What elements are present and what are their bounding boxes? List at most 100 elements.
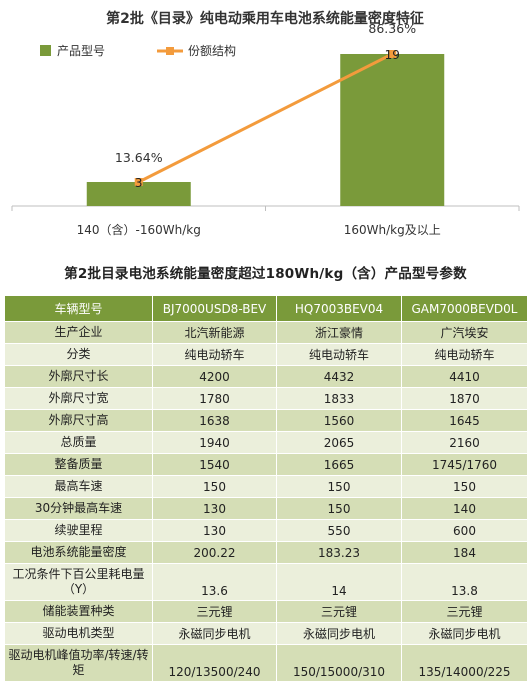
row-label: 储能装置种类 (4, 600, 153, 623)
row-label: 驱动电机峰值功率/转速/转矩 (4, 644, 153, 682)
table-row: 外廓尺寸宽 1780 1833 1870 (4, 387, 528, 410)
row-label: 30分钟最高车速 (4, 497, 153, 520)
table-header-row: 车辆型号 BJ7000USD8-BEV HQ7003BEV04 GAM7000B… (4, 295, 528, 322)
share-line (138, 52, 393, 184)
table-row: 续驶里程 130 550 600 (4, 519, 528, 542)
table-cell: 4432 (276, 365, 402, 388)
table-cell: 1833 (276, 387, 402, 410)
table-cell: 1540 (152, 453, 277, 476)
table-cell: 150/15000/310 (276, 644, 402, 682)
table-row: 整备质量 1540 1665 1745/1760 (4, 453, 528, 476)
parameter-table: 车辆型号 BJ7000USD8-BEV HQ7003BEV04 GAM7000B… (4, 295, 528, 682)
table-cell: 永磁同步电机 (401, 622, 528, 645)
table-cell: 纯电动轿车 (276, 343, 402, 366)
table-row: 生产企业 北汽新能源 浙江豪情 广汽埃安 (4, 321, 528, 344)
table-cell: 三元锂 (152, 600, 277, 623)
table-cell: 1638 (152, 409, 277, 432)
table-cell: 150 (276, 475, 402, 498)
legend-bar-swatch (40, 45, 51, 56)
table-cell: 北汽新能源 (152, 321, 277, 344)
table-cell: 150 (276, 497, 402, 520)
table-row: 工况条件下百公里耗电量（Y） 13.6 14 13.8 (4, 563, 528, 601)
table-cell: 13.8 (401, 563, 528, 601)
header-cell: HQ7003BEV04 (276, 295, 402, 322)
bar-data-label: 3 (135, 176, 143, 190)
share-marker (134, 178, 143, 186)
table-row: 分类 纯电动轿车 纯电动轿车 纯电动轿车 (4, 343, 528, 366)
row-label: 电池系统能量密度 (4, 541, 153, 564)
table-row: 储能装置种类 三元锂 三元锂 三元锂 (4, 600, 528, 623)
table-cell: 1780 (152, 387, 277, 410)
table-cell: 1560 (276, 409, 402, 432)
header-cell: 车辆型号 (4, 295, 153, 322)
table-row: 外廓尺寸高 1638 1560 1645 (4, 409, 528, 432)
energy-density-chart: 第2批《目录》纯电动乘用车电池系统能量密度特征 3 19 13.64% 86.36% 14… (0, 0, 531, 250)
table-cell: 2160 (401, 431, 528, 454)
table-cell: 三元锂 (401, 600, 528, 623)
bar-data-label: 19 (385, 48, 400, 62)
table-cell: 130 (152, 497, 277, 520)
table-cell: 600 (401, 519, 528, 542)
chart-canvas: 第2批《目录》纯电动乘用车电池系统能量密度特征 3 19 13.64% 86.36% 14… (11, 10, 520, 237)
chart-title: 第2批《目录》纯电动乘用车电池系统能量密度特征 (106, 10, 424, 27)
row-label: 生产企业 (4, 321, 153, 344)
table-cell: 150 (152, 475, 277, 498)
table-cell: 135/14000/225 (401, 644, 528, 682)
row-label: 续驶里程 (4, 519, 153, 542)
table-cell: 130 (152, 519, 277, 542)
table-cell: 183.23 (276, 541, 402, 564)
share-data-label: 86.36% (368, 21, 416, 36)
table-cell: 140 (401, 497, 528, 520)
table-title: 第2批目录电池系统能量密度超过180Wh/kg（含）产品型号参数 (64, 266, 467, 282)
table-row: 电池系统能量密度 200.22 183.23 184 (4, 541, 528, 564)
x-tick-label: 140（含）-160Wh/kg (77, 222, 201, 237)
legend-line-label: 份额结构 (188, 43, 236, 58)
table-row: 总质量 1940 2065 2160 (4, 431, 528, 454)
table-cell: 浙江豪情 (276, 321, 402, 344)
legend-line-marker (166, 47, 174, 55)
table-body: 生产企业 北汽新能源 浙江豪情 广汽埃安 分类 纯电动轿车 纯电动轿车 纯电动轿车 外廓尺寸长 4… (4, 321, 528, 682)
header-cell: GAM7000BEVD0L (401, 295, 528, 322)
legend-bar-label: 产品型号 (57, 44, 105, 58)
share-marker (388, 50, 397, 58)
row-label: 最高车速 (4, 475, 153, 498)
table-cell: 纯电动轿车 (152, 343, 277, 366)
header-cell: BJ7000USD8-BEV (152, 295, 277, 322)
table-row: 驱动电机类型 永磁同步电机 永磁同步电机 永磁同步电机 (4, 622, 528, 645)
table-cell: 120/13500/240 (152, 644, 277, 682)
row-label: 整备质量 (4, 453, 153, 476)
row-label: 外廓尺寸宽 (4, 387, 153, 410)
row-label: 驱动电机类型 (4, 622, 153, 645)
table-cell: 14 (276, 563, 402, 601)
row-label: 外廓尺寸高 (4, 409, 153, 432)
row-label: 外廓尺寸长 (4, 365, 153, 388)
table-cell: 4410 (401, 365, 528, 388)
table-cell: 4200 (152, 365, 277, 388)
share-data-label: 13.64% (115, 150, 163, 165)
table-cell: 1665 (276, 453, 402, 476)
table-cell: 1870 (401, 387, 528, 410)
table-row: 30分钟最高车速 130 150 140 (4, 497, 528, 520)
table-row: 最高车速 150 150 150 (4, 475, 528, 498)
table-cell: 200.22 (152, 541, 277, 564)
table-cell: 1745/1760 (401, 453, 528, 476)
table-row: 驱动电机峰值功率/转速/转矩 120/13500/240 150/15000/310… (4, 644, 528, 682)
table-cell: 广汽埃安 (401, 321, 528, 344)
table-cell: 550 (276, 519, 402, 542)
table-cell: 184 (401, 541, 528, 564)
bar (340, 54, 445, 206)
table-cell: 2065 (276, 431, 402, 454)
table-cell: 1940 (152, 431, 277, 454)
row-label: 分类 (4, 343, 153, 366)
row-label: 总质量 (4, 431, 153, 454)
table-cell: 13.6 (152, 563, 277, 601)
table-cell: 三元锂 (276, 600, 402, 623)
x-tick-label: 160Wh/kg及以上 (344, 223, 441, 237)
table-cell: 永磁同步电机 (152, 622, 277, 645)
table-cell: 150 (401, 475, 528, 498)
table-row: 外廓尺寸长 4200 4432 4410 (4, 365, 528, 388)
table-cell: 永磁同步电机 (276, 622, 402, 645)
table-cell: 1645 (401, 409, 528, 432)
table-cell: 纯电动轿车 (401, 343, 528, 366)
row-label: 工况条件下百公里耗电量（Y） (4, 563, 153, 601)
